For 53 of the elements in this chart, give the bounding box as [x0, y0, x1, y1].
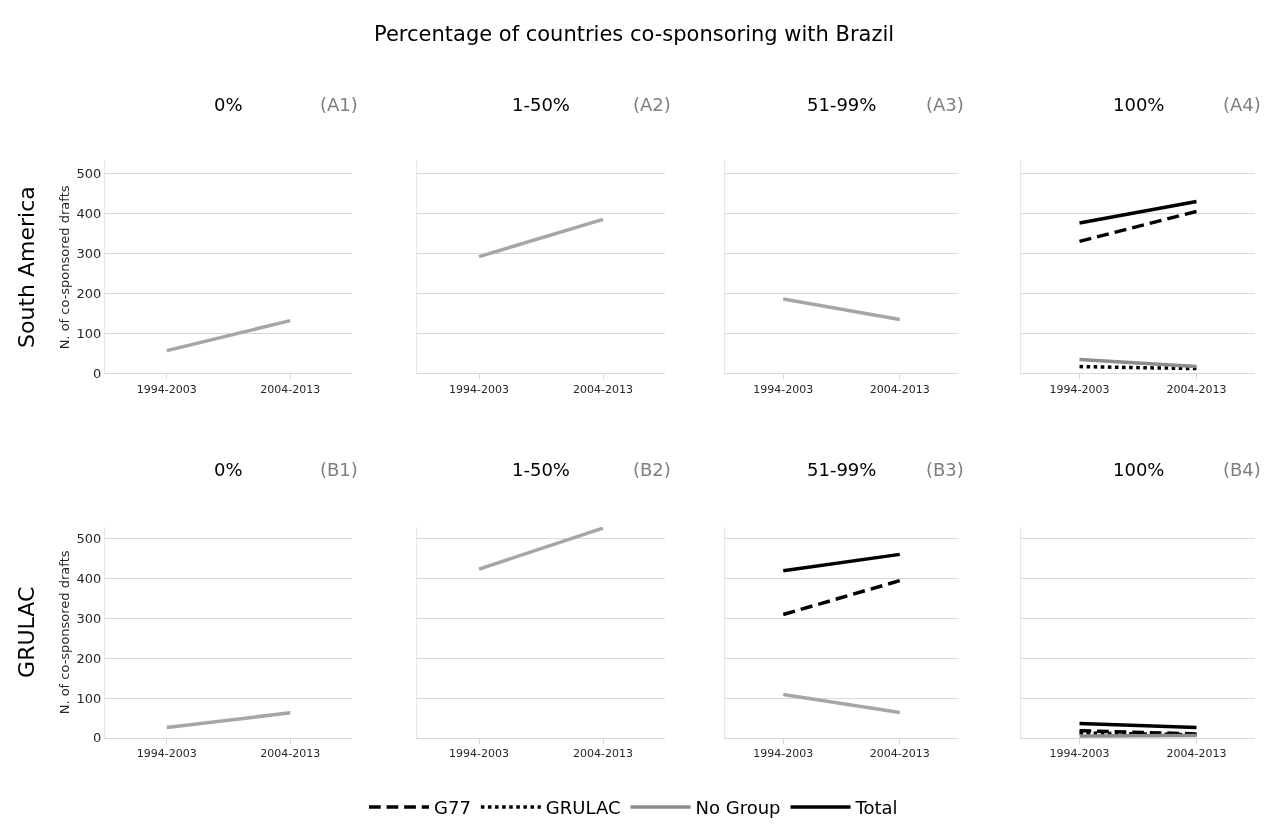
x-tick-label: 2004-2013 [1166, 382, 1227, 396]
chart-title: 0% [214, 94, 243, 115]
y-tick-label: 400 [76, 571, 102, 587]
x-tick-label: 2004-2013 [1166, 747, 1227, 761]
chart-title: 100% [1113, 94, 1165, 115]
text: (B4) [1223, 459, 1261, 480]
x-tick-label: 1994-2003 [753, 382, 814, 396]
text: (A3) [926, 94, 964, 115]
y-tick-label: 100 [76, 690, 102, 706]
x-tick-label: 2004-2013 [869, 382, 930, 396]
y-tick-label: 500 [76, 165, 102, 181]
text: (B2) [633, 459, 671, 480]
text: Percentage of countries co-sponsoring with Brazil [374, 22, 895, 46]
x-tick-label: 2004-2013 [573, 747, 633, 761]
x-tick-label: 2004-2013 [260, 747, 321, 761]
x-tick-label: 1994-2003 [136, 382, 197, 396]
y-tick-label: 200 [76, 285, 102, 301]
y-tick-label: 500 [76, 531, 102, 547]
text: (A1) [320, 94, 358, 115]
y-axis-title: N. of co-sponsored drafts [56, 185, 72, 350]
text: (A4) [1223, 94, 1261, 115]
y-axis-title: N. of co-sponsored drafts [56, 550, 72, 715]
x-tick-label: 1994-2003 [449, 747, 509, 761]
x-tick-label: 2004-2013 [260, 382, 321, 396]
chart-title: 51-99% [807, 459, 877, 480]
x-tick-label: 2004-2013 [573, 382, 633, 396]
text: (B3) [926, 459, 964, 480]
y-tick-label: 100 [76, 325, 102, 341]
y-tick-label: 0 [93, 730, 102, 746]
x-tick-label: 2004-2013 [869, 747, 930, 761]
x-tick-label: 1994-2003 [136, 747, 197, 761]
x-tick-label: 1994-2003 [449, 382, 509, 396]
legend-label: No Group [695, 797, 781, 819]
y-tick-label: 0 [93, 365, 102, 381]
text: South America [14, 186, 40, 348]
legend-label: G77 [434, 797, 471, 819]
chart-title: 51-99% [807, 94, 877, 115]
x-tick-label: 1994-2003 [1049, 382, 1110, 396]
chart-title: 100% [1113, 459, 1165, 480]
chart-title: 1-50% [512, 94, 570, 115]
x-tick-label: 1994-2003 [753, 747, 814, 761]
y-tick-label: 300 [76, 245, 102, 261]
x-tick-label: 1994-2003 [1049, 747, 1110, 761]
y-tick-label: 200 [76, 650, 102, 666]
legend-label: GRULAC [545, 797, 621, 819]
text: (A2) [633, 94, 671, 115]
y-tick-label: 400 [76, 205, 102, 221]
chart-title: 0% [214, 459, 243, 480]
y-tick-label: 300 [76, 611, 102, 627]
legend-label: Total [854, 797, 898, 819]
chart-title: 1-50% [512, 459, 570, 480]
text: GRULAC [14, 586, 40, 678]
text: (B1) [320, 459, 358, 480]
